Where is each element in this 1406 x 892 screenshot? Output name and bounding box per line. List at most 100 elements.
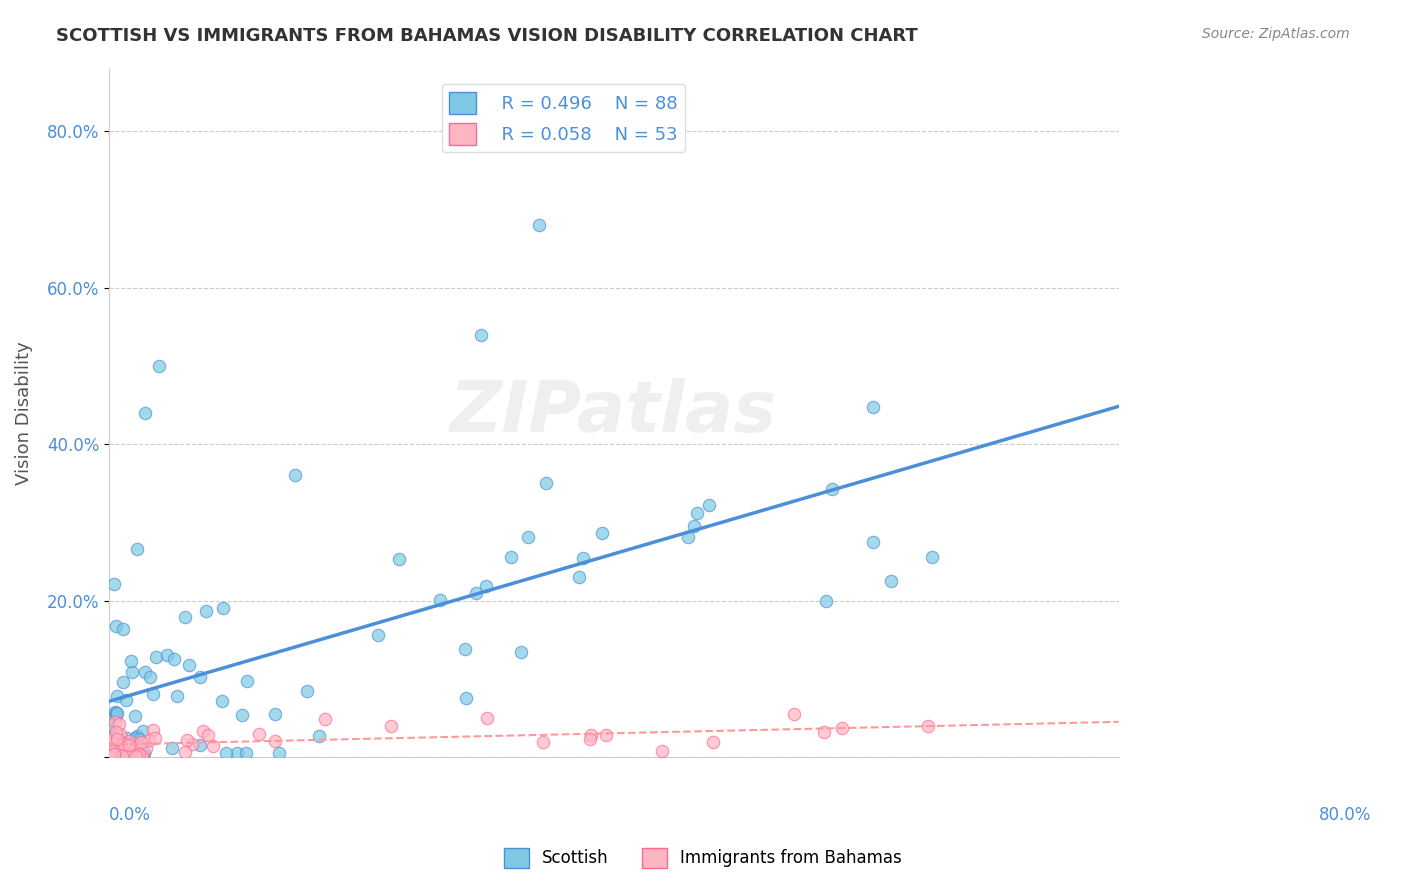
- Scottish: [105, 706, 128, 720]
- Scottish: [105, 739, 128, 754]
- Scottish: [880, 574, 903, 588]
- Scottish: [125, 731, 148, 746]
- Immigrants from Bahamas: [263, 733, 285, 747]
- Immigrants from Bahamas: [138, 733, 160, 747]
- Scottish: [134, 665, 156, 679]
- Scottish: [510, 645, 533, 659]
- Scottish: [534, 476, 557, 491]
- Immigrants from Bahamas: [142, 723, 165, 737]
- Scottish: [231, 708, 253, 723]
- Scottish: [568, 570, 591, 584]
- Scottish: [132, 747, 155, 761]
- Scottish: [142, 687, 165, 701]
- Immigrants from Bahamas: [103, 747, 125, 761]
- Scottish: [821, 482, 844, 496]
- Scottish: [454, 691, 477, 706]
- Scottish: [686, 506, 709, 520]
- Scottish: [100, 736, 122, 750]
- Scottish: [194, 604, 217, 618]
- Scottish: [211, 694, 233, 708]
- Scottish: [104, 705, 127, 719]
- Scottish: [212, 600, 235, 615]
- Scottish: [100, 747, 122, 761]
- Immigrants from Bahamas: [98, 748, 121, 763]
- Scottish: [190, 738, 212, 752]
- Immigrants from Bahamas: [201, 739, 224, 753]
- Immigrants from Bahamas: [104, 714, 127, 729]
- Scottish: [235, 747, 257, 761]
- Scottish: [284, 467, 307, 482]
- Immigrants from Bahamas: [98, 748, 121, 763]
- Immigrants from Bahamas: [380, 719, 402, 733]
- Scottish: [100, 730, 122, 744]
- Immigrants from Bahamas: [651, 744, 673, 758]
- Immigrants from Bahamas: [135, 740, 157, 755]
- Immigrants from Bahamas: [174, 745, 197, 759]
- Scottish: [111, 747, 134, 761]
- Scottish: [214, 747, 236, 761]
- Immigrants from Bahamas: [122, 737, 145, 751]
- Scottish: [105, 689, 128, 703]
- Immigrants from Bahamas: [112, 737, 135, 751]
- Scottish: [132, 747, 155, 761]
- Scottish: [160, 741, 183, 756]
- Scottish: [267, 747, 290, 761]
- Text: 80.0%: 80.0%: [1319, 805, 1371, 823]
- Scottish: [101, 747, 124, 761]
- Scottish: [127, 729, 149, 743]
- Scottish: [499, 550, 522, 565]
- Scottish: [121, 665, 143, 679]
- Immigrants from Bahamas: [125, 748, 148, 763]
- Scottish: [683, 519, 706, 533]
- Immigrants from Bahamas: [475, 711, 498, 725]
- Scottish: [236, 673, 259, 688]
- Immigrants from Bahamas: [117, 741, 139, 756]
- Scottish: [862, 535, 884, 549]
- Scottish: [124, 708, 146, 723]
- Immigrants from Bahamas: [128, 747, 150, 761]
- Immigrants from Bahamas: [813, 725, 835, 739]
- Immigrants from Bahamas: [124, 740, 146, 755]
- Immigrants from Bahamas: [247, 727, 270, 741]
- Immigrants from Bahamas: [131, 748, 153, 763]
- Scottish: [148, 359, 170, 373]
- Legend:   R = 0.496    N = 88,   R = 0.058    N = 53: R = 0.496 N = 88, R = 0.058 N = 53: [441, 85, 685, 152]
- Scottish: [115, 693, 138, 707]
- Immigrants from Bahamas: [197, 728, 219, 742]
- Immigrants from Bahamas: [98, 748, 121, 763]
- Text: Source: ZipAtlas.com: Source: ZipAtlas.com: [1202, 27, 1350, 41]
- Scottish: [104, 708, 127, 723]
- Scottish: [297, 683, 319, 698]
- Scottish: [110, 747, 132, 761]
- Scottish: [111, 622, 134, 636]
- Scottish: [367, 628, 389, 642]
- Scottish: [111, 736, 134, 750]
- Scottish: [166, 689, 188, 703]
- Immigrants from Bahamas: [103, 731, 125, 746]
- Immigrants from Bahamas: [702, 735, 724, 749]
- Immigrants from Bahamas: [105, 731, 128, 746]
- Scottish: [188, 670, 211, 684]
- Immigrants from Bahamas: [595, 728, 617, 742]
- Scottish: [128, 732, 150, 747]
- Scottish: [107, 747, 129, 761]
- Scottish: [105, 706, 128, 720]
- Immigrants from Bahamas: [100, 731, 122, 746]
- Scottish: [107, 741, 129, 756]
- Text: SCOTTISH VS IMMIGRANTS FROM BAHAMAS VISION DISABILITY CORRELATION CHART: SCOTTISH VS IMMIGRANTS FROM BAHAMAS VISI…: [56, 27, 918, 45]
- Legend: Scottish, Immigrants from Bahamas: Scottish, Immigrants from Bahamas: [498, 841, 908, 875]
- Immigrants from Bahamas: [118, 738, 141, 752]
- Scottish: [697, 498, 720, 512]
- Scottish: [134, 406, 156, 420]
- Immigrants from Bahamas: [143, 731, 166, 745]
- Immigrants from Bahamas: [191, 724, 214, 739]
- Scottish: [470, 327, 492, 342]
- Scottish: [464, 586, 486, 600]
- Scottish: [676, 530, 699, 544]
- Scottish: [475, 579, 498, 593]
- Scottish: [100, 712, 122, 726]
- Scottish: [264, 707, 287, 722]
- Scottish: [100, 718, 122, 732]
- Immigrants from Bahamas: [111, 748, 134, 763]
- Scottish: [111, 747, 134, 761]
